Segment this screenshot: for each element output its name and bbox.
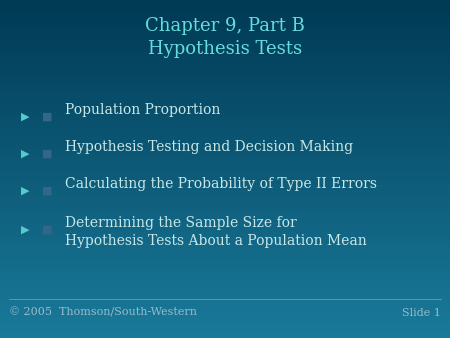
- Text: Population Proportion: Population Proportion: [65, 103, 220, 117]
- Text: Hypothesis Testing and Decision Making: Hypothesis Testing and Decision Making: [65, 140, 353, 154]
- Text: ▶: ▶: [21, 186, 29, 196]
- Text: ■: ■: [42, 149, 53, 159]
- Text: ▶: ▶: [21, 149, 29, 159]
- Text: Determining the Sample Size for
Hypothesis Tests About a Population Mean: Determining the Sample Size for Hypothes…: [65, 216, 367, 248]
- Text: ▶: ▶: [21, 225, 29, 235]
- Text: ▶: ▶: [21, 112, 29, 122]
- Text: ■: ■: [42, 225, 53, 235]
- Text: Slide 1: Slide 1: [402, 308, 441, 318]
- Text: ■: ■: [42, 186, 53, 196]
- Text: Calculating the Probability of Type II Errors: Calculating the Probability of Type II E…: [65, 177, 377, 191]
- Text: ■: ■: [42, 112, 53, 122]
- Text: Chapter 9, Part B
Hypothesis Tests: Chapter 9, Part B Hypothesis Tests: [145, 17, 305, 58]
- Text: © 2005  Thomson/South-Western: © 2005 Thomson/South-Western: [9, 308, 197, 318]
